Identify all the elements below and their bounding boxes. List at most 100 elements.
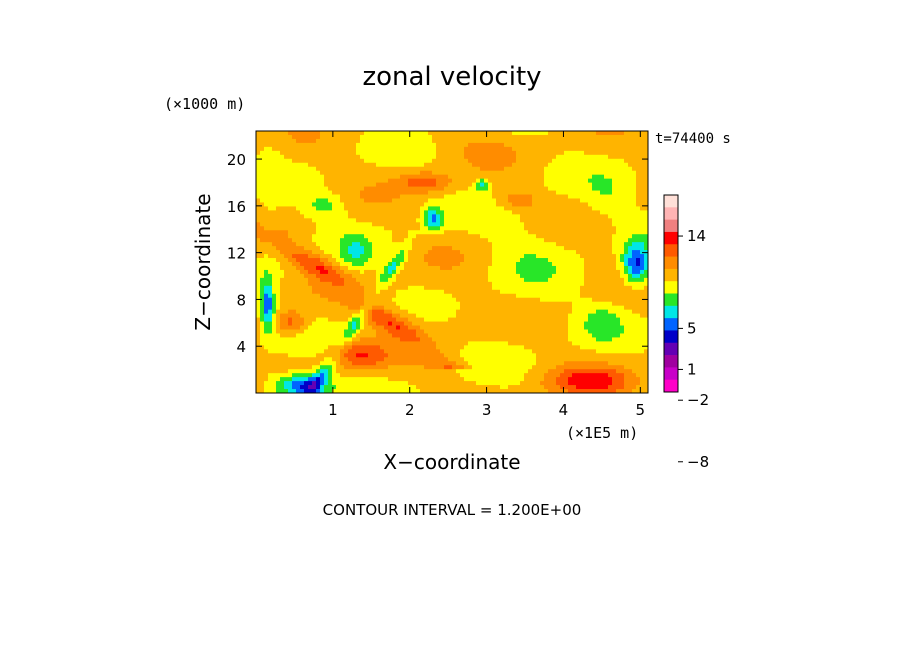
heatmap-cell: [272, 254, 277, 259]
heatmap-cell: [540, 134, 545, 140]
heatmap-cell: [408, 313, 413, 319]
heatmap-cell: [380, 309, 385, 315]
heatmap-cell: [556, 265, 561, 271]
heatmap-cell: [272, 170, 277, 176]
heatmap-cell: [336, 389, 341, 393]
heatmap-cell: [300, 230, 305, 235]
heatmap-cell: [504, 313, 509, 319]
heatmap-cell: [536, 373, 541, 378]
heatmap-cell: [424, 166, 429, 172]
heatmap-cell: [264, 297, 269, 303]
heatmap-cell: [360, 329, 365, 335]
heatmap-cell: [376, 150, 381, 156]
heatmap-cell: [552, 385, 557, 390]
heatmap-cell: [268, 357, 273, 362]
heatmap-cell: [456, 369, 461, 374]
heatmap-cell: [376, 361, 381, 366]
heatmap-cell: [484, 246, 489, 251]
heatmap-cell: [360, 345, 365, 350]
heatmap-cell: [308, 345, 313, 350]
heatmap-cell: [488, 234, 493, 239]
heatmap-cell: [388, 158, 393, 164]
heatmap-cell: [540, 373, 545, 378]
heatmap-cell: [312, 131, 317, 136]
heatmap-cell: [460, 357, 465, 362]
heatmap-cell: [548, 277, 553, 283]
heatmap-cell: [448, 170, 453, 176]
heatmap-cell: [360, 206, 365, 211]
heatmap-cell: [320, 190, 325, 196]
heatmap-cell: [436, 357, 441, 362]
heatmap-cell: [300, 353, 305, 358]
heatmap-cell: [492, 262, 497, 267]
heatmap-cell: [536, 337, 541, 342]
heatmap-cell: [332, 345, 337, 350]
heatmap-cell: [456, 305, 461, 311]
heatmap-cell: [364, 293, 369, 299]
heatmap-cell: [508, 170, 513, 176]
heatmap-cell: [472, 131, 477, 136]
heatmap-cell: [376, 293, 381, 299]
heatmap-cell: [548, 258, 553, 263]
heatmap-cell: [548, 265, 553, 271]
heatmap-cell: [388, 277, 393, 283]
heatmap-cell: [524, 246, 529, 251]
heatmap-cell: [396, 254, 401, 259]
heatmap-cell: [348, 214, 353, 219]
heatmap-cell: [512, 285, 517, 291]
heatmap-cell: [556, 242, 561, 247]
heatmap-cell: [456, 131, 461, 136]
heatmap-cell: [376, 321, 381, 327]
heatmap-cell: [336, 317, 341, 323]
heatmap-cell: [532, 170, 537, 176]
heatmap-cell: [548, 146, 553, 152]
heatmap-cell: [456, 345, 461, 350]
heatmap-cell: [272, 174, 277, 180]
heatmap-cell: [372, 301, 377, 307]
heatmap-cell: [420, 269, 425, 275]
heatmap-cell: [496, 194, 501, 200]
heatmap-cell: [348, 317, 353, 323]
heatmap-cell: [488, 150, 493, 156]
heatmap-cell: [416, 325, 421, 331]
heatmap-cell: [552, 317, 557, 323]
heatmap-cell: [404, 309, 409, 315]
heatmap-cell: [460, 226, 465, 231]
heatmap-cell: [272, 313, 277, 319]
heatmap-cell: [356, 238, 361, 243]
heatmap-cell: [492, 305, 497, 311]
heatmap-cell: [356, 258, 361, 263]
heatmap-cell: [404, 186, 409, 192]
heatmap-cell: [308, 265, 313, 271]
heatmap-cell: [264, 226, 269, 231]
heatmap-cell: [544, 301, 549, 307]
heatmap-cell: [436, 178, 441, 184]
heatmap-cell: [312, 365, 317, 370]
heatmap-cell: [544, 305, 549, 311]
heatmap-cell: [352, 349, 357, 354]
heatmap-cell: [284, 150, 289, 156]
heatmap-cell: [536, 301, 541, 307]
heatmap-cell: [316, 333, 321, 339]
heatmap-cell: [436, 269, 441, 275]
heatmap-cell: [272, 131, 277, 136]
heatmap-cell: [404, 385, 409, 390]
heatmap-cell: [452, 226, 457, 231]
heatmap-cell: [512, 317, 517, 323]
heatmap-cell: [384, 202, 389, 208]
heatmap-cell: [352, 142, 357, 148]
heatmap-cell: [444, 333, 449, 339]
heatmap-cell: [548, 341, 553, 346]
heatmap-cell: [288, 305, 293, 311]
heatmap-cell: [516, 313, 521, 319]
heatmap-cell: [548, 285, 553, 291]
heatmap-cell: [260, 190, 265, 196]
heatmap-cell: [472, 293, 477, 299]
heatmap-cell: [296, 353, 301, 358]
heatmap-cell: [340, 345, 345, 350]
heatmap-cell: [464, 250, 469, 255]
heatmap-cell: [540, 150, 545, 156]
heatmap-cell: [472, 329, 477, 335]
heatmap-cell: [540, 242, 545, 247]
heatmap-cell: [348, 262, 353, 267]
